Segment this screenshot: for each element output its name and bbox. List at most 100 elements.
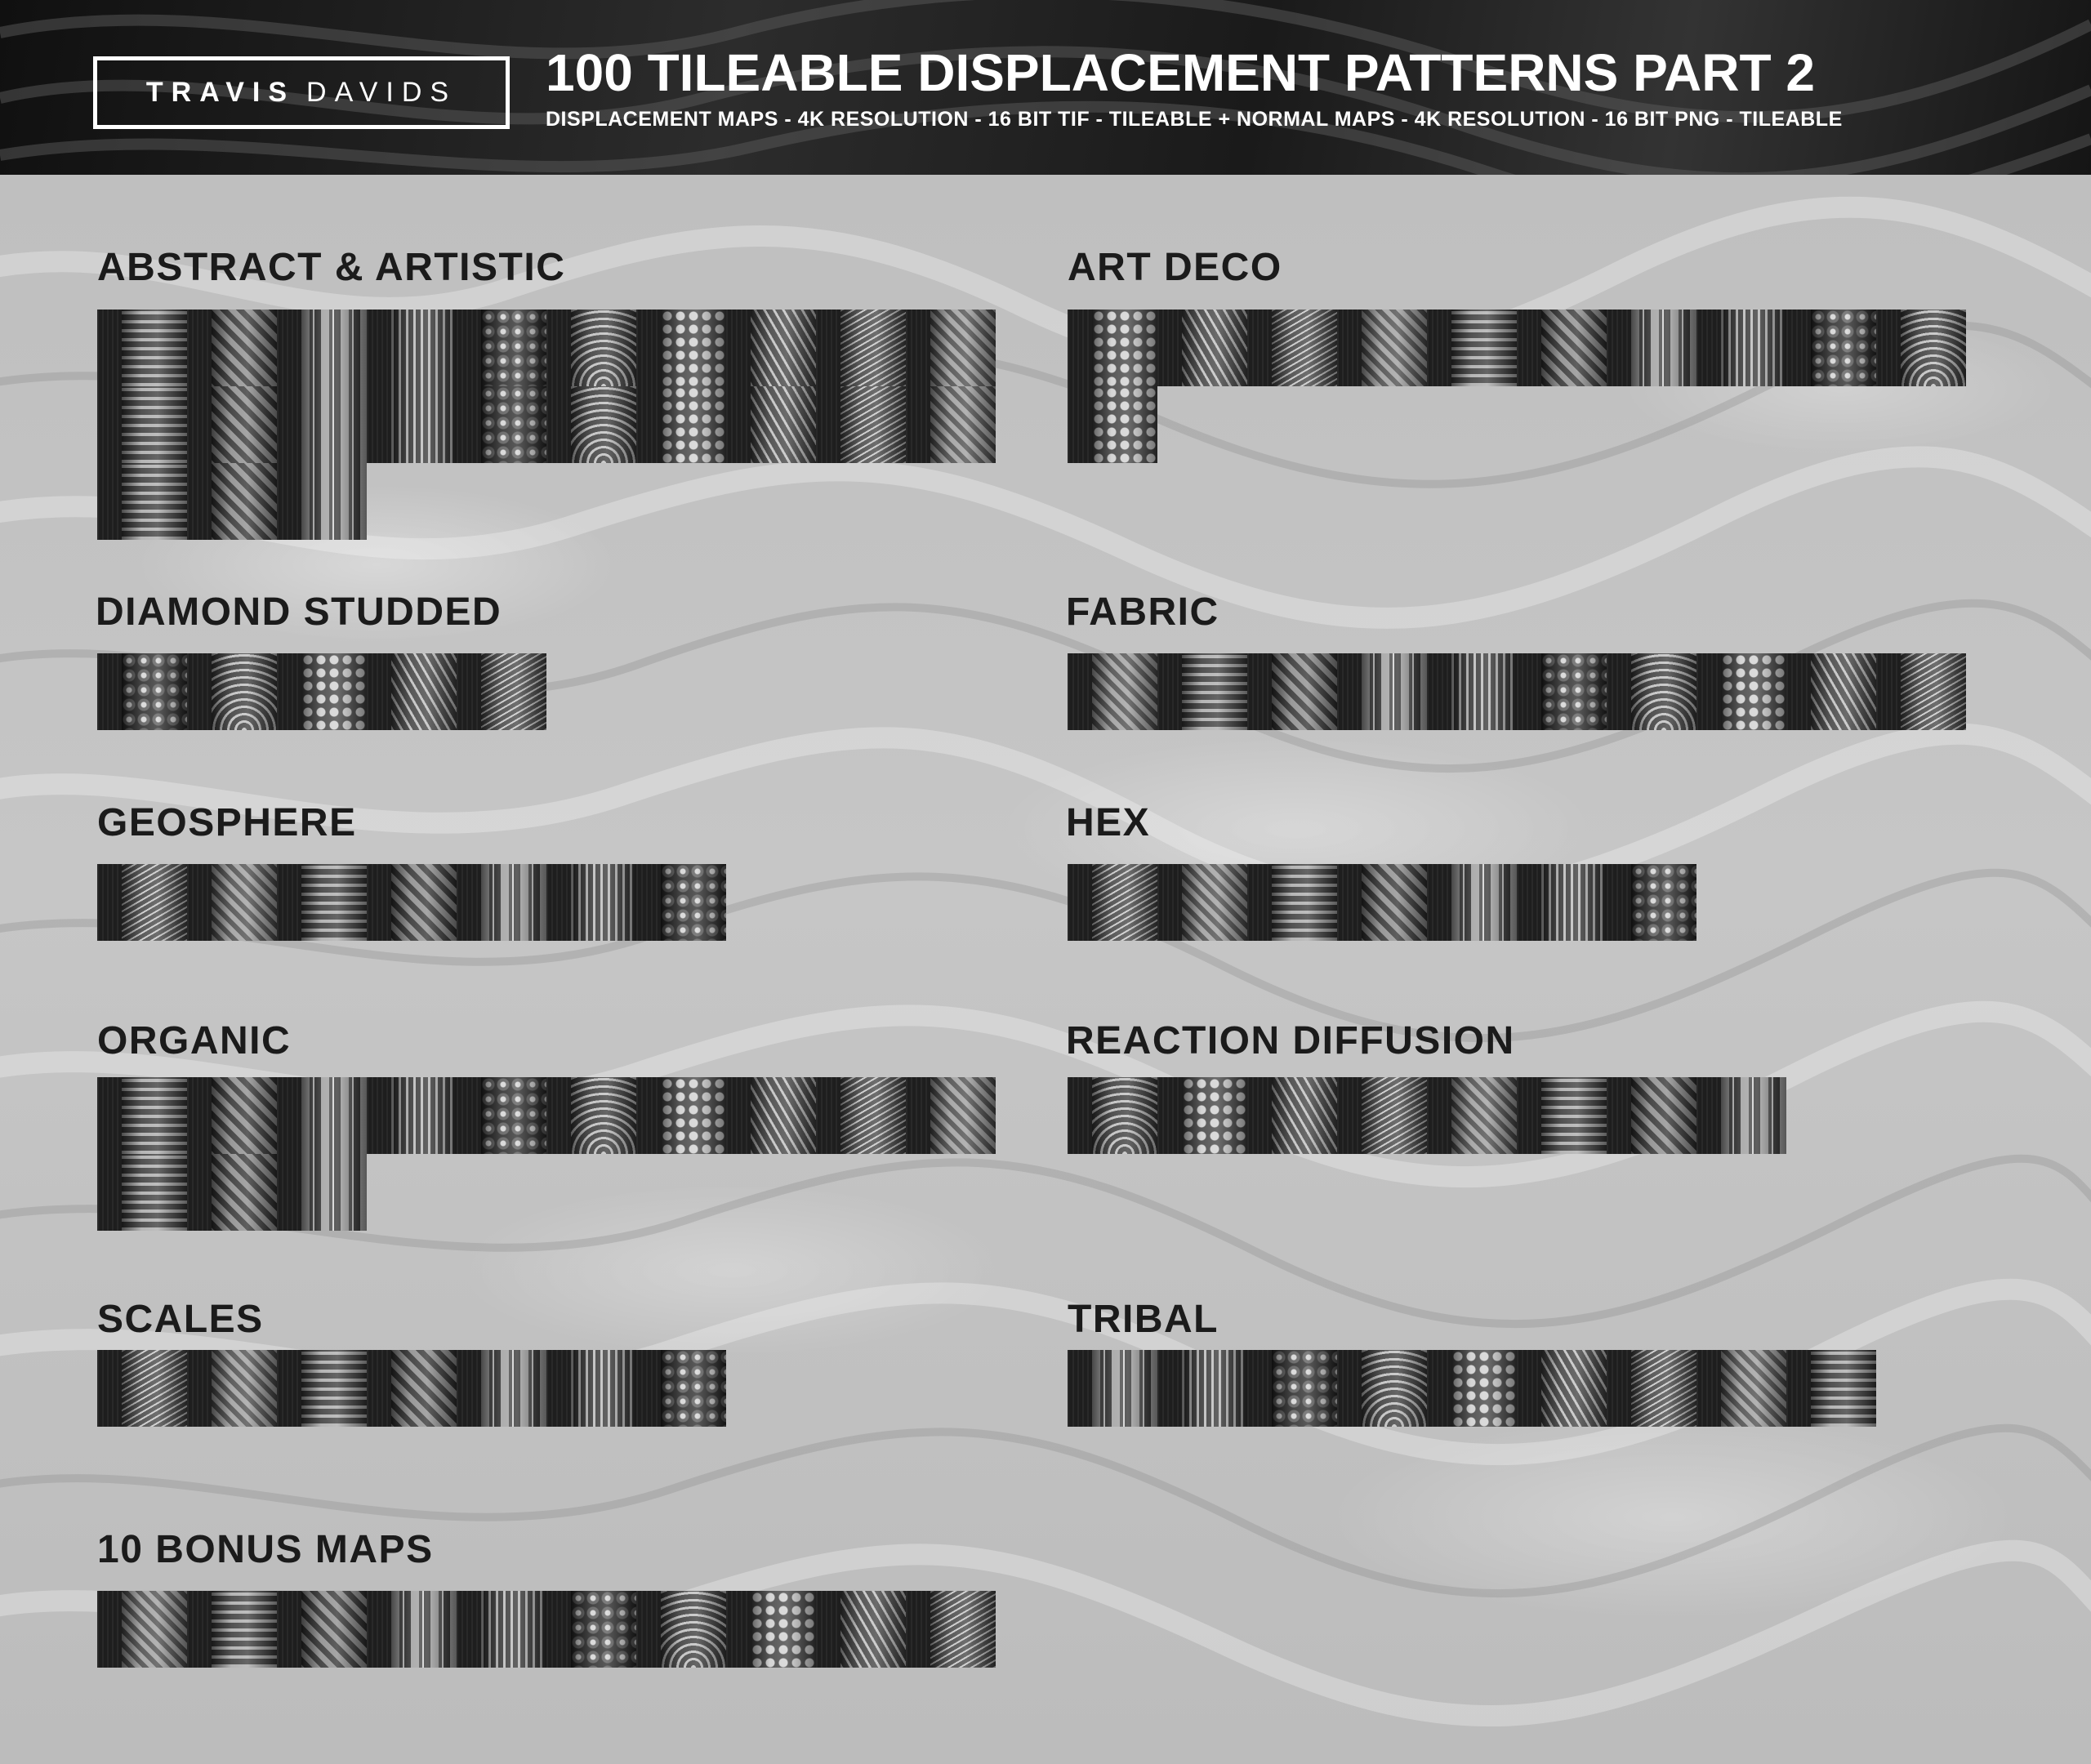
pattern-thumbnail: [1247, 864, 1337, 941]
pattern-thumbnail: [636, 864, 726, 941]
pattern-thumbnail: [277, 653, 367, 730]
pattern-thumbnail: [1607, 1350, 1696, 1427]
pattern-thumbnail: [277, 864, 367, 941]
pattern-thumbnail: [1427, 864, 1517, 941]
pattern-thumbnail: [816, 310, 906, 386]
pattern-thumbnail: [906, 1591, 996, 1668]
pattern-thumbnail: [636, 1077, 726, 1154]
pattern-thumbnail: [367, 1591, 457, 1668]
pattern-thumbnail: [1427, 310, 1517, 386]
pattern-thumbnail: [1786, 1350, 1876, 1427]
pattern-thumbnail: [1247, 653, 1337, 730]
pattern-thumbnail: [816, 386, 906, 463]
pattern-thumbnail: [97, 1591, 187, 1668]
category-label-diamond-studded: DIAMOND STUDDED: [96, 590, 502, 634]
pattern-thumbnail: [187, 310, 277, 386]
pattern-thumbnail: [546, 1591, 636, 1668]
pattern-thumbnail: [277, 1077, 367, 1154]
pattern-thumbnail: [457, 653, 546, 730]
pattern-thumbnail: [1876, 653, 1966, 730]
pattern-thumbnail: [816, 1591, 906, 1668]
category-label-scales: SCALES: [97, 1298, 264, 1341]
pattern-thumbnail: [187, 1154, 277, 1231]
pattern-thumbnail: [97, 1350, 187, 1427]
pattern-thumbnail: [1337, 1350, 1427, 1427]
pattern-thumbnail: [367, 386, 457, 463]
pattern-thumbnail: [1517, 310, 1607, 386]
pattern-thumbnail: [1337, 653, 1427, 730]
pattern-thumbnail: [277, 386, 367, 463]
pattern-thumbnail: [726, 1077, 816, 1154]
pattern-thumbnail: [1696, 1350, 1786, 1427]
pattern-thumbnail: [277, 1350, 367, 1427]
pattern-thumbnail: [457, 310, 546, 386]
pattern-thumbnail: [1247, 310, 1337, 386]
pattern-thumbnail: [1696, 653, 1786, 730]
pattern-thumbnail: [1607, 1077, 1696, 1154]
category-label-reaction-diffusion: REACTION DIFFUSION: [1066, 1019, 1515, 1062]
pattern-thumbnail: [906, 310, 996, 386]
category-label-tribal: TRIBAL: [1068, 1298, 1219, 1341]
pattern-thumbnail: [277, 1154, 367, 1231]
pattern-thumbnail: [187, 463, 277, 540]
pattern-thumbnail: [1517, 1077, 1607, 1154]
pattern-thumbnail: [546, 1350, 636, 1427]
pattern-thumbnail: [1427, 653, 1517, 730]
pattern-thumbnail: [816, 1077, 906, 1154]
pattern-thumbnail: [1157, 864, 1247, 941]
pattern-thumbnail: [457, 386, 546, 463]
pattern-thumbnail: [726, 310, 816, 386]
pattern-thumbnail: [97, 463, 187, 540]
logo-first-name: TRAVIS: [145, 77, 296, 108]
category-label-fabric: FABRIC: [1066, 590, 1219, 634]
category-label-organic: ORGANIC: [97, 1019, 292, 1062]
pattern-thumbnail: [1607, 653, 1696, 730]
pattern-thumbnail: [1427, 1077, 1517, 1154]
pattern-thumbnail: [1607, 310, 1696, 386]
pattern-thumbnail: [1068, 386, 1157, 463]
pattern-thumbnail: [97, 310, 187, 386]
pattern-thumbnail: [1427, 1350, 1517, 1427]
pattern-thumbnail: [457, 864, 546, 941]
pattern-thumbnail: [187, 1077, 277, 1154]
pattern-thumbnail: [1607, 864, 1696, 941]
page-subtitle: DISPLACEMENT MAPS - 4K RESOLUTION - 16 B…: [546, 108, 1843, 131]
pattern-thumbnail: [546, 864, 636, 941]
pattern-thumbnail: [187, 1591, 277, 1668]
pattern-thumbnail: [1517, 864, 1607, 941]
pattern-thumbnail: [187, 653, 277, 730]
pattern-thumbnail: [1068, 653, 1157, 730]
pattern-thumbnail: [367, 1350, 457, 1427]
pattern-thumbnail: [187, 864, 277, 941]
pattern-thumbnail: [1786, 653, 1876, 730]
pattern-thumbnail: [367, 1077, 457, 1154]
pattern-thumbnail: [546, 1077, 636, 1154]
pattern-thumbnail: [636, 1350, 726, 1427]
pattern-thumbnail: [726, 386, 816, 463]
pattern-thumbnail: [1247, 1077, 1337, 1154]
category-label-geosphere: GEOSPHERE: [97, 801, 357, 844]
pattern-thumbnail: [187, 386, 277, 463]
pattern-thumbnail: [1247, 1350, 1337, 1427]
pattern-thumbnail: [906, 1077, 996, 1154]
pattern-thumbnail: [1517, 653, 1607, 730]
header-banner: TRAVIS DAVIDS 100 TILEABLE DISPLACEMENT …: [0, 0, 2091, 175]
pattern-thumbnail: [1068, 864, 1157, 941]
pattern-thumbnail: [277, 463, 367, 540]
pattern-thumbnail: [277, 310, 367, 386]
header-texture: [0, 0, 2091, 175]
pattern-thumbnail: [1337, 864, 1427, 941]
pattern-thumbnail: [1696, 1077, 1786, 1154]
category-label-hex: HEX: [1066, 801, 1151, 844]
pattern-thumbnail: [97, 1154, 187, 1231]
pattern-thumbnail: [457, 1350, 546, 1427]
pattern-thumbnail: [636, 310, 726, 386]
pattern-thumbnail: [1696, 310, 1786, 386]
pattern-thumbnail: [457, 1077, 546, 1154]
category-label-abstract-artistic: ABSTRACT & ARTISTIC: [97, 246, 566, 289]
pattern-thumbnail: [906, 386, 996, 463]
logo: TRAVIS DAVIDS: [93, 56, 510, 129]
pattern-thumbnail: [1068, 1077, 1157, 1154]
pattern-thumbnail: [1068, 1350, 1157, 1427]
pattern-thumbnail: [277, 1591, 367, 1668]
